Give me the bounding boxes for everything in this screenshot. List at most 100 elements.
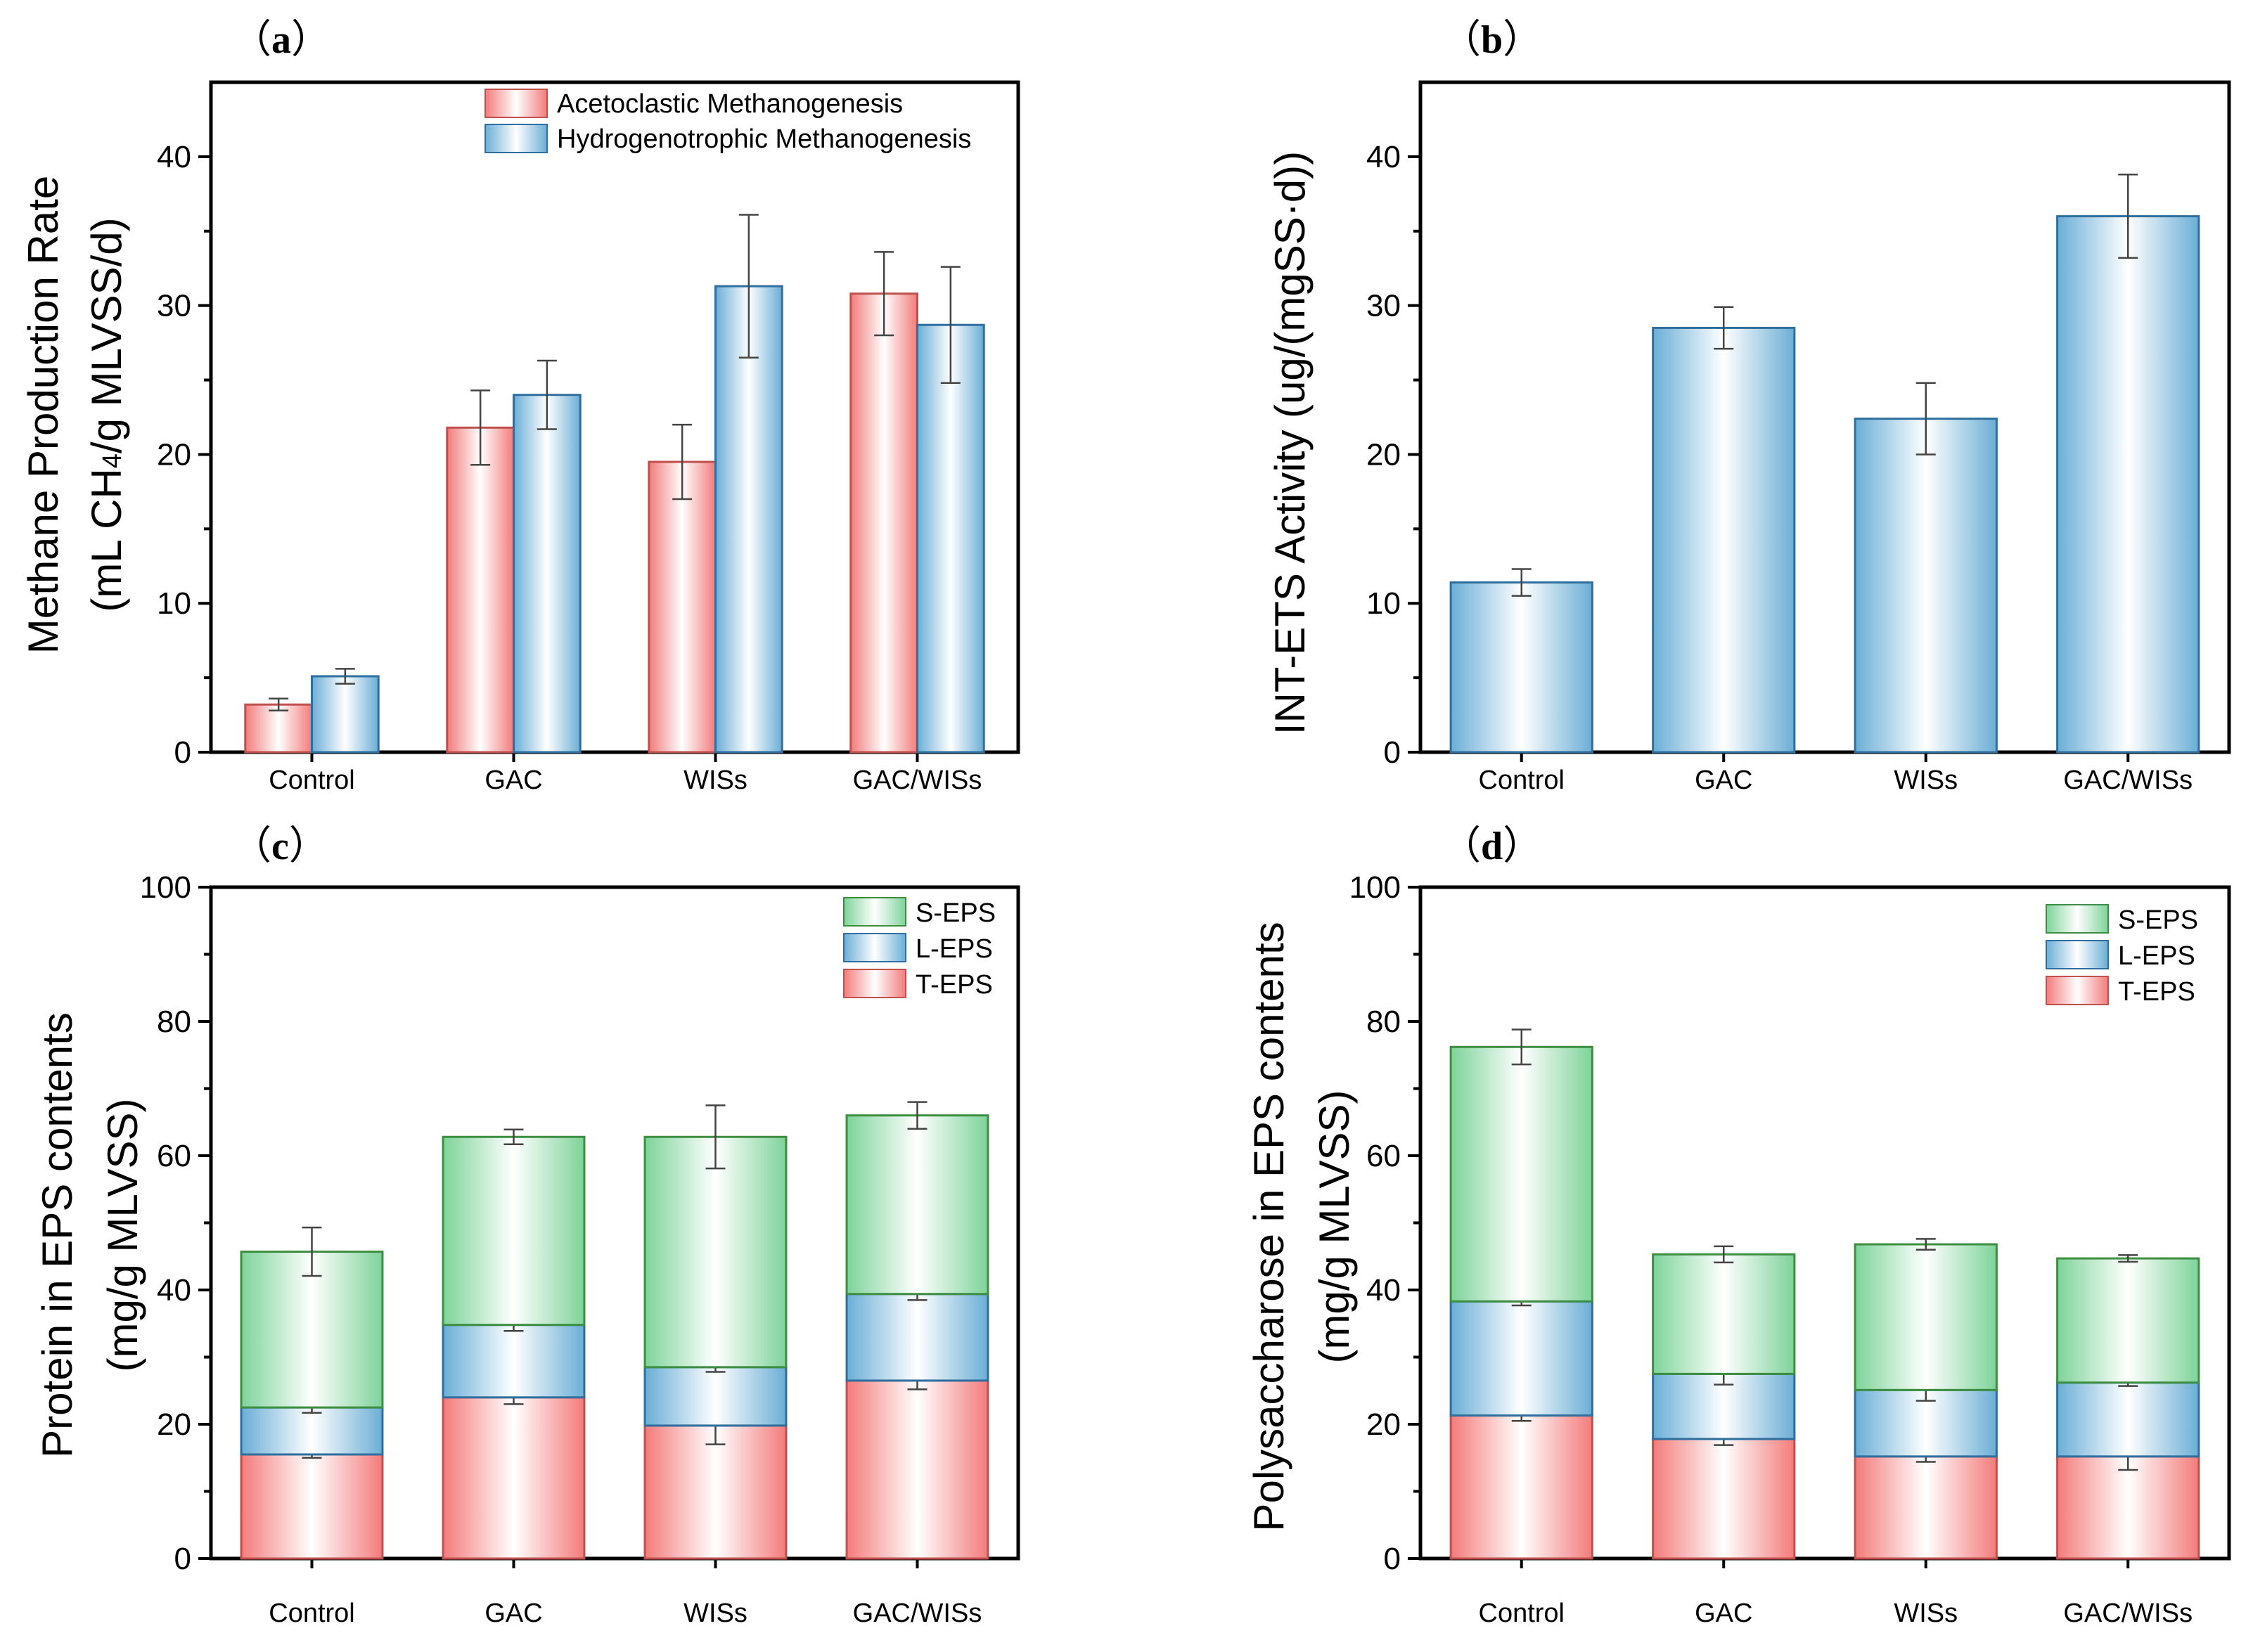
ytick-label: 40 <box>157 140 191 174</box>
ytick-label: 30 <box>1366 289 1401 323</box>
bar-segment-l-eps <box>845 1293 989 1382</box>
bar-segment-s-eps <box>1449 1045 1593 1303</box>
legend-label: Acetoclastic Methanogenesis <box>557 89 903 119</box>
bar-segment-s-eps <box>240 1251 384 1409</box>
legend-label: L-EPS <box>916 934 993 964</box>
legend-swatch-t-eps <box>2046 976 2109 1005</box>
ytick-label: 20 <box>1366 437 1401 472</box>
panel-d-label: （d） <box>1442 825 1542 868</box>
bar-segment-t-eps <box>442 1396 586 1560</box>
legend-swatch-blue <box>484 124 548 153</box>
xtick-label: GAC <box>484 1599 542 1628</box>
legend-swatch-red <box>484 89 548 118</box>
ytick-label: 40 <box>157 1273 191 1308</box>
legend-label: T-EPS <box>2118 977 2195 1007</box>
ytick-label: 0 <box>174 1542 191 1576</box>
xtick-label: GAC <box>1695 1599 1752 1628</box>
xtick-label: GAC/WISs <box>2063 766 2193 795</box>
panel-a-ylabel-line1: Methane Production Rate <box>20 176 67 654</box>
ytick-label: 40 <box>1366 140 1401 174</box>
ytick-label: 10 <box>157 586 191 621</box>
plot-a-frame <box>209 80 1020 754</box>
legend-label: T-EPS <box>916 970 993 1000</box>
panel-b-label: （b） <box>1442 18 1542 62</box>
plot-c: 0 20 40 60 80 100 Control GAC WISs GAC/WISs S-EPS L… <box>140 870 1020 1628</box>
ytick-label: 60 <box>1366 1139 1401 1173</box>
plot-b-frame <box>1418 80 2231 754</box>
legend-swatch-s-eps <box>2046 904 2109 934</box>
legend-label: Hydrogenotrophic Methanogenesis <box>557 124 971 154</box>
ytick-label: 80 <box>157 1005 191 1039</box>
bar-segment-s-eps <box>1652 1253 1796 1375</box>
legend-swatch-s-eps <box>843 897 906 927</box>
bar-segment-l-eps <box>442 1324 586 1399</box>
ytick-label: 20 <box>1366 1407 1401 1442</box>
xtick-label: WISs <box>683 766 747 795</box>
panel-a-label: （a） <box>232 18 330 62</box>
legend-label: S-EPS <box>916 898 996 928</box>
panel-a-ylabel-line2: (mL CH4/g MLVSS/d) <box>83 217 130 612</box>
xtick-label: WISs <box>1894 766 1958 795</box>
bar-segment-t-eps <box>240 1453 384 1560</box>
ytick-label: 20 <box>157 1407 191 1442</box>
panel-d-ylabel-line1: Polysaccharose in EPS contents <box>1245 922 1292 1531</box>
ytick-label: 40 <box>1366 1273 1401 1308</box>
ytick-label: 80 <box>1366 1005 1401 1039</box>
ytick-label: 0 <box>174 735 191 770</box>
bar-segment-t-eps <box>1449 1414 1593 1560</box>
bar-red <box>849 292 919 754</box>
bar-segment-l-eps <box>2056 1381 2200 1458</box>
legend-label: L-EPS <box>2118 941 2195 971</box>
bar-blue <box>2056 215 2200 754</box>
bar-segment-l-eps <box>240 1406 384 1456</box>
panel-c-ylabel-line2: (mg/g MLVSS) <box>99 1099 146 1372</box>
panel-b-ylabel: INT-ETS Activity (ug/(mgSS·d)) <box>1266 151 1314 735</box>
bar-segment-l-eps <box>643 1366 788 1427</box>
ytick-label: 0 <box>1384 735 1401 770</box>
legend-swatch-l-eps <box>843 933 906 962</box>
plot-b: 0 10 20 30 40 Control GAC WISs GAC/WISs <box>1366 80 2231 795</box>
bar-segment-t-eps <box>1854 1455 1998 1560</box>
xtick-label: WISs <box>1894 1599 1958 1628</box>
ytick-label: 100 <box>1349 870 1401 905</box>
xtick-label: Control <box>1479 766 1565 795</box>
xtick-label: GAC/WISs <box>2063 1599 2193 1628</box>
legend-swatch-l-eps <box>2046 940 2109 969</box>
panel-d-ylabel-line2: (mg/g MLVSS) <box>1311 1090 1358 1364</box>
ytick-label: 60 <box>157 1139 191 1173</box>
bar-blue <box>513 394 582 754</box>
bar-segment-t-eps <box>1652 1438 1796 1560</box>
xtick-label: GAC <box>1695 766 1752 795</box>
xtick-label: Control <box>269 766 355 795</box>
ytick-label: 0 <box>1384 1542 1401 1576</box>
legend-label: S-EPS <box>2118 905 2198 935</box>
plot-a: 0 10 20 30 40 Control GAC WISs GAC/WISs Acetoclas… <box>157 80 1020 795</box>
bar-blue <box>1854 418 1998 754</box>
xtick-label: GAC/WISs <box>853 766 982 795</box>
xtick-label: WISs <box>683 1599 747 1628</box>
bar-segment-t-eps <box>643 1424 788 1560</box>
legend-swatch-t-eps <box>843 969 906 998</box>
bar-red <box>648 460 717 754</box>
plot-layer: 0 10 20 30 40 Control GAC WISs GAC/WISs Acetoclas… <box>140 80 2231 1628</box>
ytick-label: 20 <box>157 437 191 472</box>
panel-c-ylabel-line1: Protein in EPS contents <box>34 1012 81 1458</box>
bar-blue <box>311 675 380 754</box>
ytick-label: 30 <box>157 289 191 323</box>
panel-d: （d） Polysaccharose in EPS contents (mg/g… <box>1245 825 1542 1532</box>
xtick-label: Control <box>269 1599 355 1628</box>
panel-b: （b） INT-ETS Activity (ug/(mgSS·d)) <box>1266 18 1542 735</box>
bar-segment-s-eps <box>845 1114 989 1296</box>
plot-d: 0 20 40 60 80 100 Control GAC WISs GAC/WISs S-EPS L… <box>1349 870 2231 1628</box>
bar-blue <box>1652 326 1796 754</box>
bar-blue <box>916 323 985 754</box>
bar-segment-t-eps <box>845 1379 989 1560</box>
bar-red <box>446 426 515 754</box>
panel-c: （c） Protein in EPS contents (mg/g MLVSS) <box>34 825 328 1458</box>
bar-segment-s-eps <box>2056 1257 2200 1384</box>
bar-segment-s-eps <box>442 1135 586 1327</box>
bar-segment-s-eps <box>643 1135 788 1369</box>
xtick-label: Control <box>1479 1599 1565 1628</box>
panel-a: （a） Methane Production Rate (mL CH4/g ML… <box>20 18 330 654</box>
